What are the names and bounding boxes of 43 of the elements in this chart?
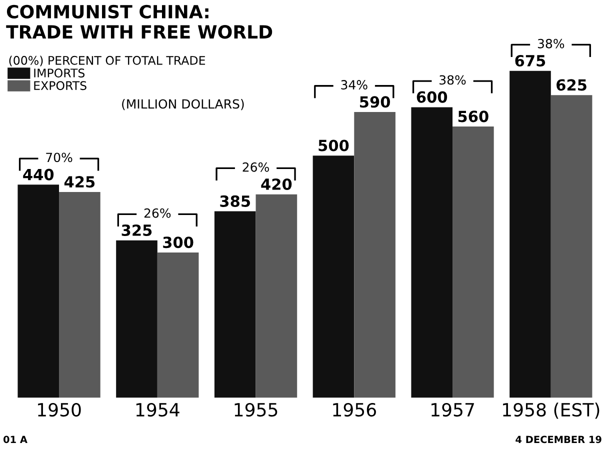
data-label: 385 (220, 195, 250, 207)
data-label: 300 (163, 236, 194, 248)
x-tick-label: 1957 (432, 402, 474, 417)
text: (MILLION DOLLARS) (122, 98, 244, 110)
annotation: 26% (242, 162, 269, 172)
bar (550, 95, 592, 398)
data-label: 560 (458, 110, 488, 122)
bar (59, 192, 100, 398)
bar (452, 126, 494, 398)
data-label: 675 (515, 54, 546, 67)
bar (157, 252, 199, 398)
x-tick-label: 1956 (333, 402, 376, 417)
bar (312, 156, 354, 398)
x-tick-label: 1954 (136, 402, 180, 417)
annotation: 26% (144, 208, 171, 218)
data-label: 625 (556, 79, 586, 91)
x-tick-label: 1955 (234, 402, 278, 417)
legend-label: IMPORTS (34, 68, 85, 78)
annotation: 34% (341, 80, 368, 90)
data-label: 425 (64, 176, 95, 188)
data-label: 325 (122, 224, 152, 236)
data-label: 590 (360, 96, 390, 108)
data-label: 500 (318, 140, 349, 152)
annotation: 38% (440, 75, 466, 85)
text: 01 A (3, 436, 28, 444)
annotation: 70% (46, 152, 72, 162)
data-label: 600 (416, 91, 448, 103)
bar (354, 112, 396, 398)
legend-title: (00%) PERCENT OF TOTAL TRADE (9, 56, 206, 66)
bar (510, 70, 551, 398)
bar (18, 184, 60, 398)
x-tick-label: 1958 (EST) (503, 402, 600, 419)
data-label: 440 (23, 168, 54, 180)
bar (256, 194, 298, 398)
bar (214, 211, 256, 398)
x-tick-label: 1950 (38, 402, 81, 417)
bar (116, 240, 158, 398)
text: 4 DECEMBER 19 (516, 436, 602, 444)
legend-label: EXPORTS (34, 81, 86, 90)
annotation: 38% (538, 38, 564, 48)
bar (411, 107, 453, 398)
chart-title: COMMUNIST CHINA: TRADE WITH FREE WORLD (6, 4, 272, 39)
data-label: 420 (261, 178, 292, 190)
